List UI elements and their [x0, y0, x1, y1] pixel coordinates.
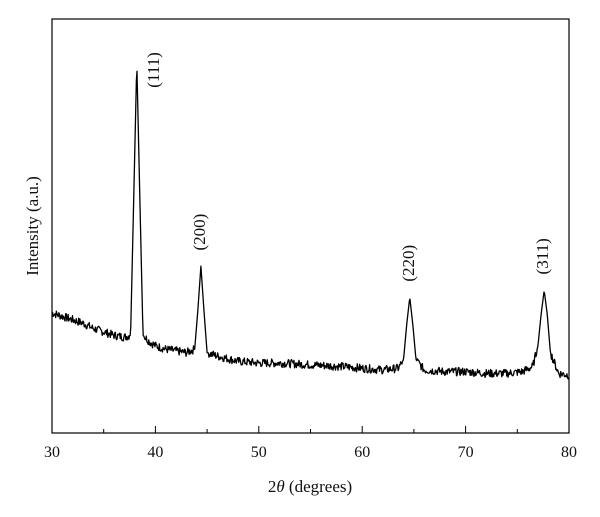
x-axis-title: 2θ (degrees): [268, 477, 352, 496]
diffraction-trace: [51, 70, 570, 380]
x-tick-label: 30: [44, 444, 60, 461]
peak-label: (220): [399, 245, 418, 282]
peak-label: (200): [190, 214, 209, 251]
x-axis-title-units: (degrees): [285, 477, 353, 496]
x-tick-label: 80: [561, 444, 577, 461]
x-tick-label: 60: [354, 444, 370, 461]
x-axis-title-theta: θ: [276, 477, 284, 496]
x-ticks: [51, 426, 570, 433]
y-axis-title: Intensity (a.u.): [23, 176, 42, 276]
x-tick-label: 70: [458, 444, 474, 461]
peak-label: (311): [533, 238, 552, 274]
peak-label: (111): [144, 52, 163, 88]
x-tick-labels: 30 40 50 60 70 80: [44, 444, 577, 461]
x-tick-label: 40: [147, 444, 163, 461]
x-axis-title-prefix: 2: [268, 477, 277, 496]
x-tick-label: 50: [251, 444, 267, 461]
peak-labels: (111) (200) (220) (311): [144, 52, 552, 281]
